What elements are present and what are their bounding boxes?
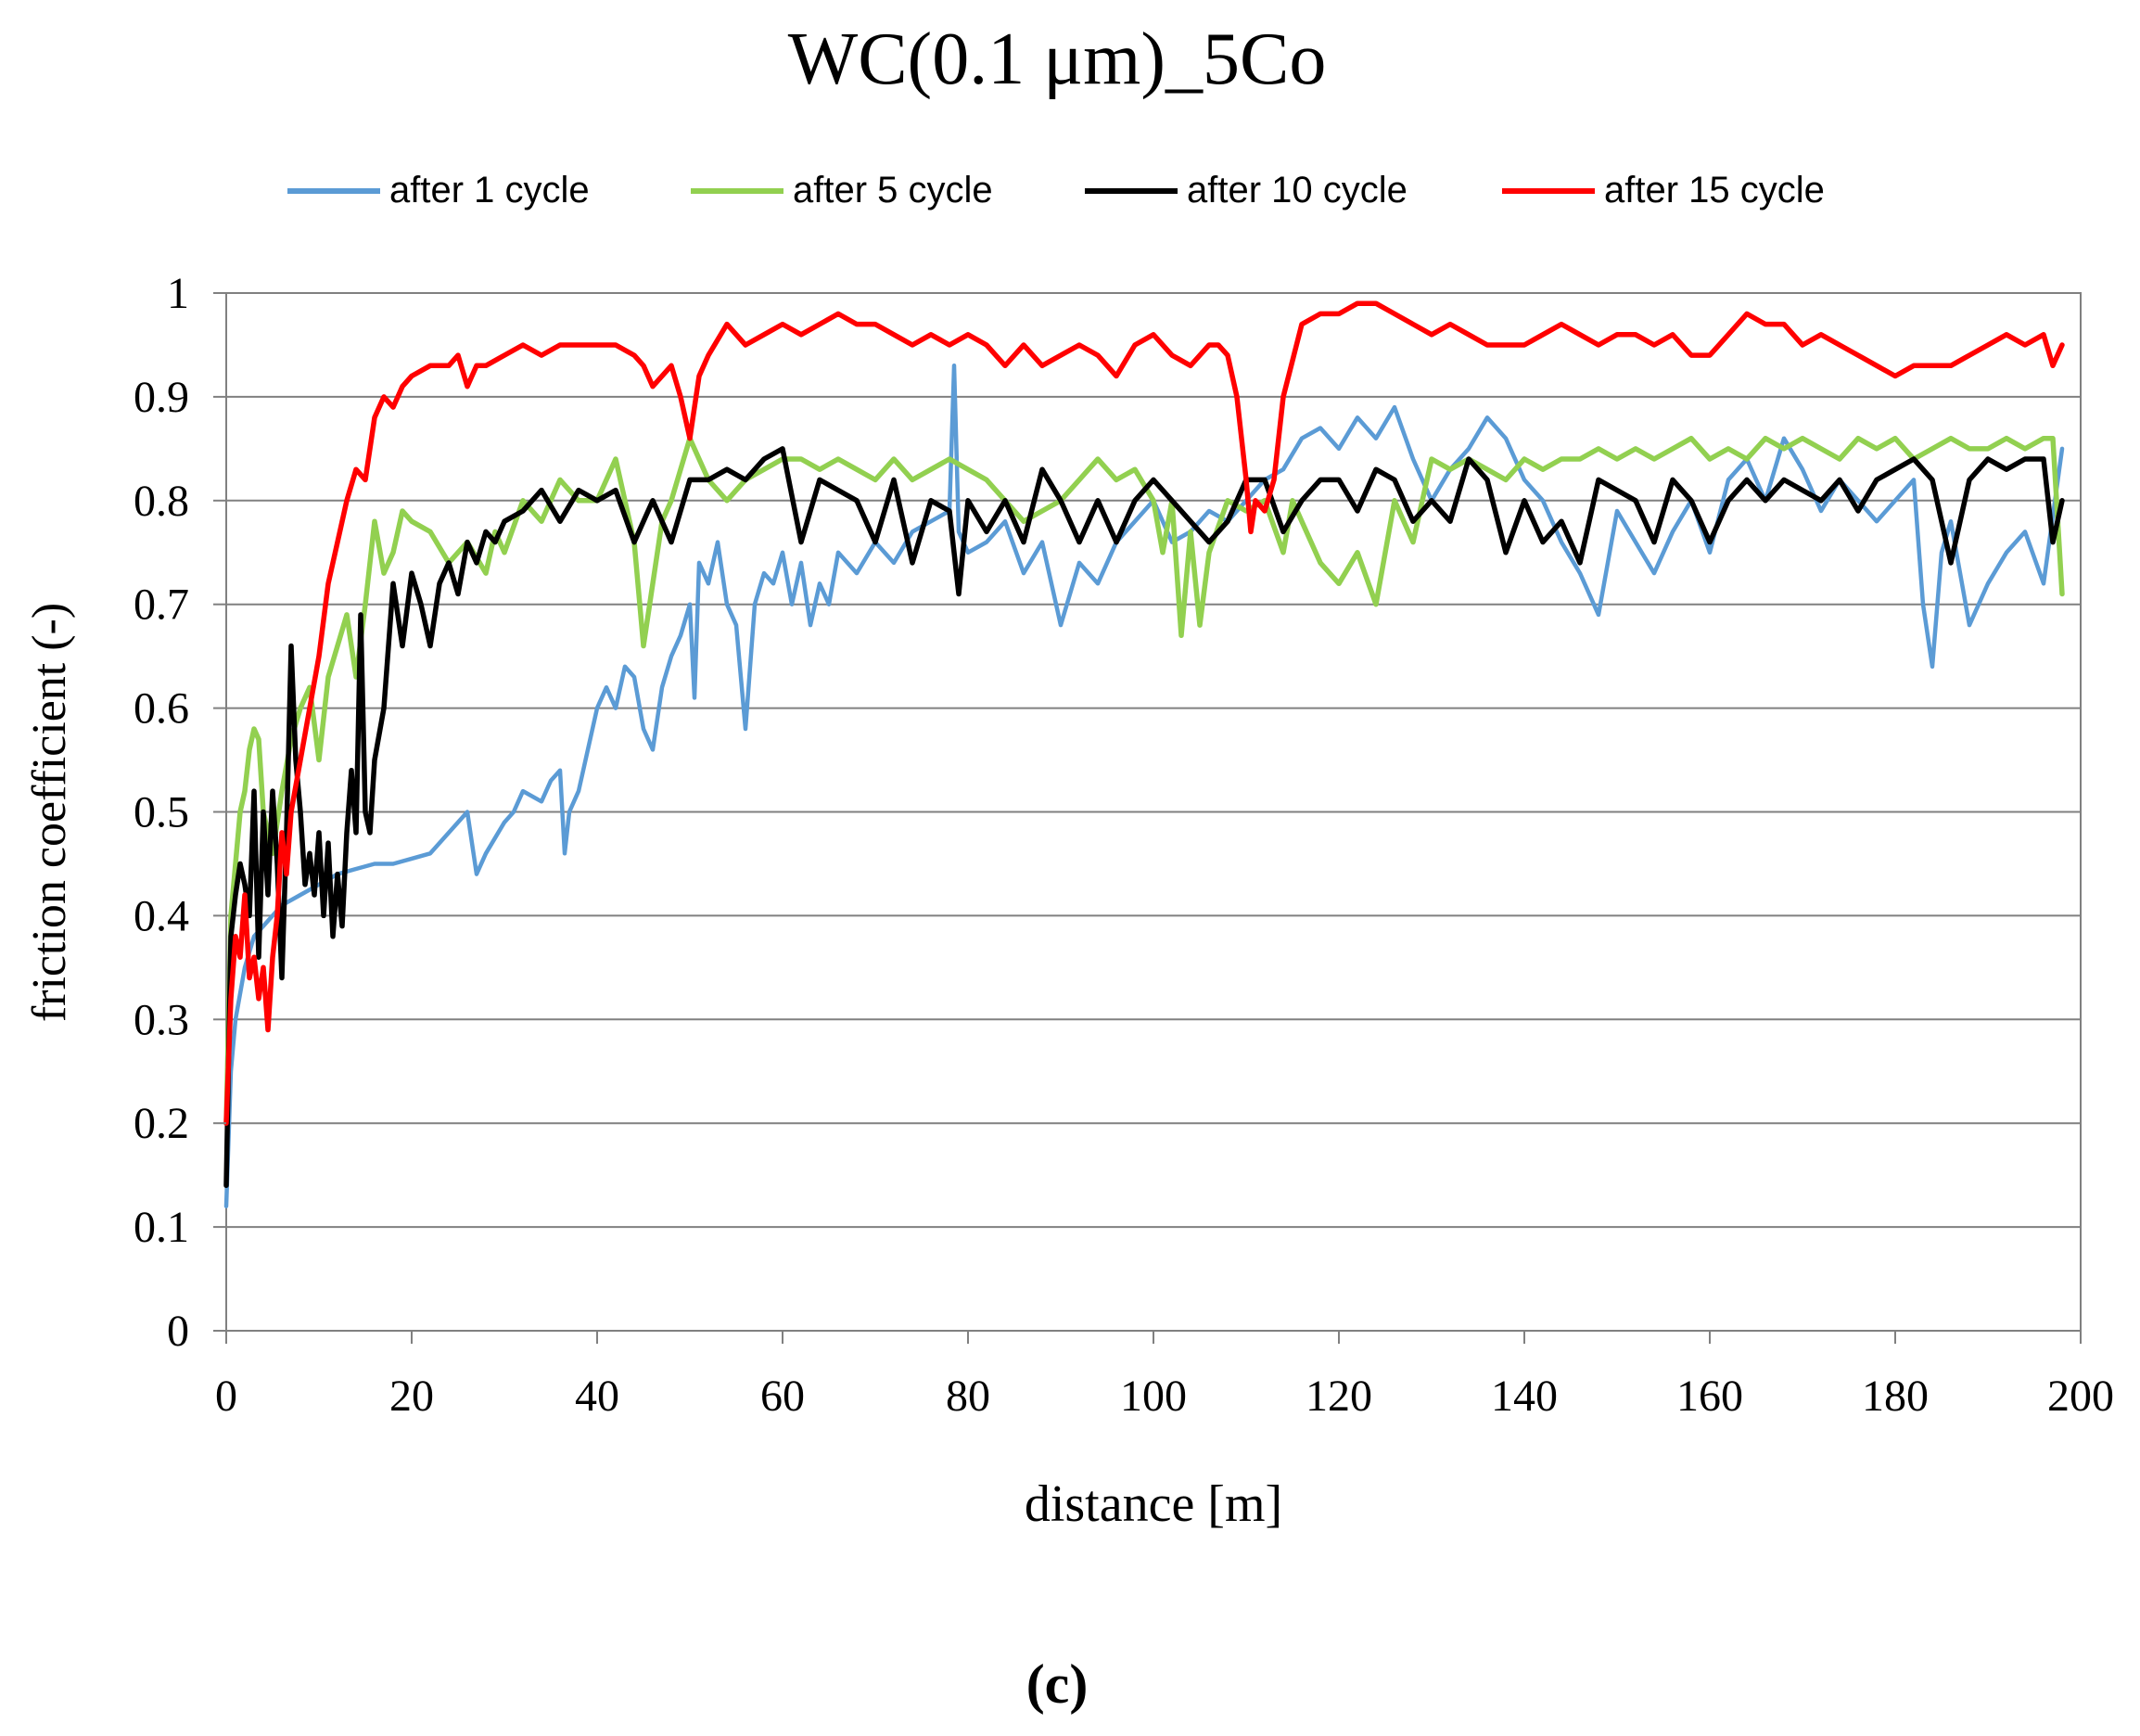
legend-label: after 15 cycle: [1604, 170, 1825, 211]
legend-label: after 10 cycle: [1187, 170, 1408, 211]
legend-label: after 1 cycle: [389, 170, 590, 211]
x-tick-label: 140: [1491, 1372, 1558, 1421]
x-tick-label: 60: [760, 1372, 805, 1421]
y-tick-label: 1: [167, 269, 189, 318]
legend-item: after 15 cycle: [1502, 170, 1825, 211]
y-tick-labels: 0 0.1 0.2 0.3 0.4 0.5 0.6 0.7 0.8 0.9 1: [134, 269, 189, 1356]
x-tick-label: 180: [1862, 1372, 1929, 1421]
x-tick-label: 40: [575, 1372, 619, 1421]
series-line-after-1-cycle: [223, 364, 2065, 1208]
y-tick-label: 0.7: [134, 581, 189, 630]
axis-ticks: [213, 292, 2082, 1344]
legend: after 1 cycle after 5 cycle after 10 cycle…: [287, 170, 1825, 211]
grid-lines: [226, 292, 2081, 1229]
legend-item: after 1 cycle: [287, 170, 590, 211]
x-tick-label: 20: [389, 1372, 434, 1421]
y-tick-label: 0.1: [134, 1203, 189, 1252]
series-line-after-10-cycle: [223, 446, 2065, 1189]
y-tick-label: 0.6: [134, 684, 189, 734]
legend-label: after 5 cycle: [793, 170, 993, 211]
x-tick-label: 100: [1120, 1372, 1187, 1421]
figure-caption: (c): [1026, 1653, 1089, 1715]
y-axis-label: friction coefficient (-): [23, 603, 76, 1022]
x-tick-label: 120: [1306, 1372, 1372, 1421]
y-tick-label: 0.3: [134, 995, 189, 1044]
y-tick-label: 0.8: [134, 477, 189, 526]
y-tick-label: 0.9: [134, 373, 189, 422]
chart-title: WC(0.1 μm)_5Co: [788, 19, 1327, 100]
y-tick-label: 0.2: [134, 1099, 189, 1148]
x-tick-label: 0: [215, 1372, 237, 1421]
x-axis-label: distance [m]: [1025, 1475, 1282, 1533]
y-tick-label: 0.4: [134, 891, 189, 940]
x-tick-label: 200: [2047, 1372, 2114, 1421]
y-tick-label: 0.5: [134, 788, 189, 837]
y-tick-label: 0: [167, 1307, 189, 1356]
x-tick-labels: 0 20 40 60 80 100 120 140 160 180 200: [215, 1372, 2114, 1421]
x-tick-label: 160: [1676, 1372, 1743, 1421]
legend-item: after 5 cycle: [691, 170, 993, 211]
series-layer: [223, 300, 2065, 1208]
series-line-after-5-cycle: [223, 435, 2065, 1126]
legend-item: after 10 cycle: [1085, 170, 1408, 211]
x-tick-label: 80: [946, 1372, 990, 1421]
series-line-after-15-cycle: [223, 300, 2065, 1126]
